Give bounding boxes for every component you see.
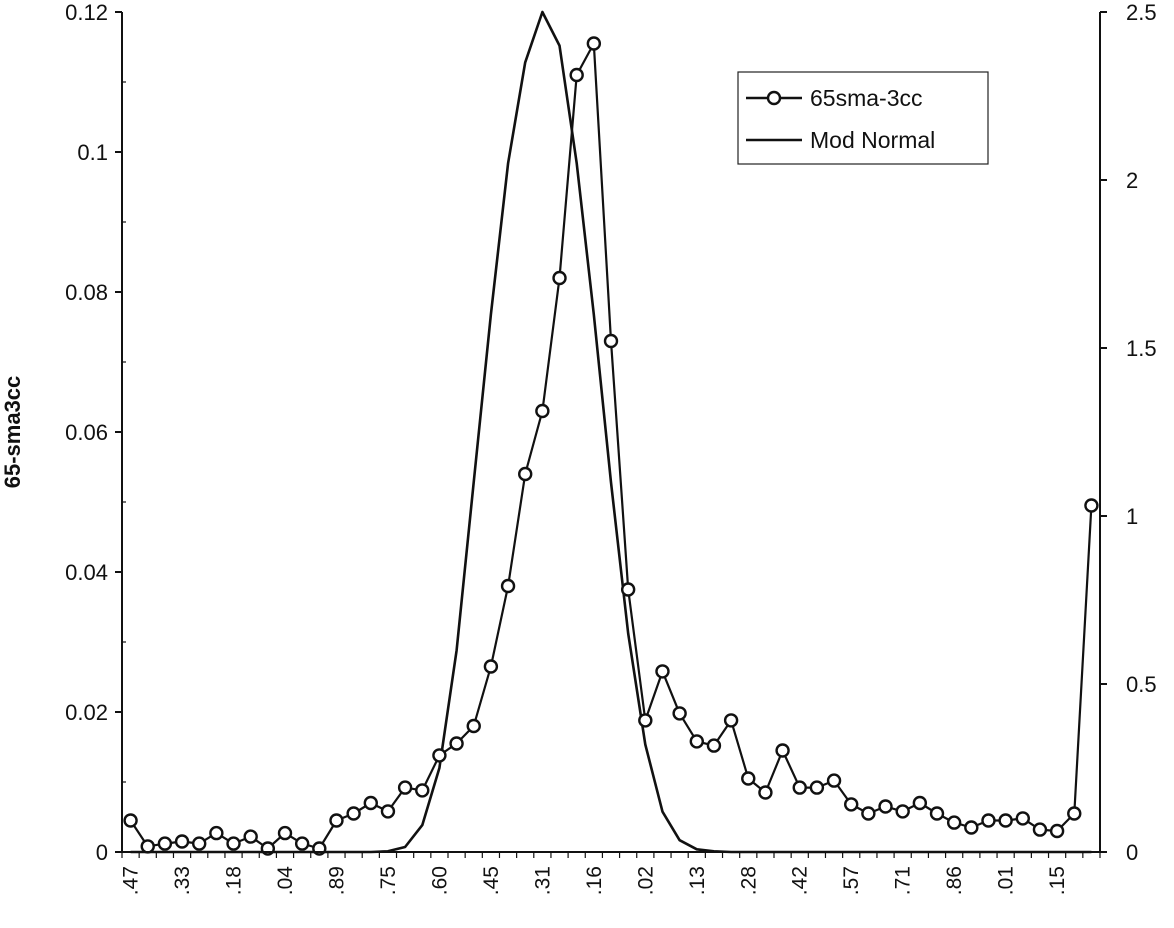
data-point-65sma-3cc [672,706,687,721]
x-tick-label: .31 [531,866,554,895]
x-tick-label: .42 [789,866,812,895]
x-tick-label: .13 [686,866,709,895]
x-tick-label: .16 [583,866,606,895]
data-point-65sma-3cc [946,815,962,830]
data-point-65sma-3cc [826,773,842,788]
x-tick-label: .04 [274,866,297,896]
left-y-tick-label: 0 [96,840,108,865]
left-y-tick-label: 0.1 [77,140,108,165]
right-y-tick-label: 1.5 [1126,336,1157,361]
data-point-65sma-3cc [620,582,636,597]
data-point-65sma-3cc [706,738,722,753]
data-point-65sma-3cc [123,813,138,828]
data-point-65sma-3cc [500,578,516,594]
legend-box [737,71,989,165]
data-point-65sma-3cc [192,836,207,851]
data-point-65sma-3cc [569,67,584,83]
right-y-tick-label: 0 [1126,840,1138,865]
data-point-65sma-3cc [552,270,567,286]
data-point-65sma-3cc [741,771,756,786]
data-point-65sma-3cc [174,834,190,849]
data-point-65sma-3cc [432,748,447,763]
right-y-tick-label: 2.5 [1126,0,1157,25]
data-point-65sma-3cc [415,783,430,798]
data-point-65sma-3cc [775,743,790,758]
x-tick-label: .71 [892,866,915,895]
left-y-axis: 0 0.02 0.04 0.06 0.08 0.1 0.12 [65,0,126,865]
data-point-65sma-3cc [603,333,619,349]
legend-marker-65sma-3cc [766,90,782,106]
data-point-65sma-3cc [483,659,499,674]
data-point-65sma-3cc [981,813,996,828]
data-point-65sma-3cc [964,820,979,835]
data-point-65sma-3cc [912,795,928,811]
right-y-axis: 0 0.5 1 1.5 2 2.5 [1099,0,1157,865]
x-tick-label: .15 [1046,866,1069,895]
left-y-tick-label: 0.12 [65,0,108,25]
data-point-65sma-3cc [449,736,464,751]
data-point-65sma-3cc [157,836,173,851]
data-point-65sma-3cc [380,804,396,819]
legend: 65sma-3cc Mod Normal [737,71,989,165]
data-point-65sma-3cc [809,780,825,795]
data-point-65sma-3cc [586,36,602,51]
x-tick-label: .89 [325,866,348,895]
data-point-65sma-3cc [518,466,533,482]
data-point-65sma-3cc [1032,822,1048,837]
data-point-65sma-3cc [878,799,893,814]
x-tick-label: .45 [480,866,503,895]
data-point-65sma-3cc [535,403,550,419]
left-y-tick-label: 0.06 [65,420,108,445]
x-tick-label: .28 [737,866,760,895]
left-y-tick-label: 0.02 [65,700,108,725]
x-tick-label: .33 [171,866,194,895]
data-point-65sma-3cc [1049,823,1065,839]
legend-label-mod-normal: Mod Normal [810,127,935,153]
data-point-65sma-3cc [140,839,155,854]
data-point-65sma-3cc [243,829,258,844]
data-point-65sma-3cc [226,836,241,851]
x-tick-label: .57 [840,866,863,895]
data-point-65sma-3cc [723,713,739,728]
data-point-65sma-3cc [346,806,361,821]
x-tick-label: .02 [634,866,657,895]
data-point-65sma-3cc [329,813,344,828]
y-axis-title: 65-sma3cc [0,376,25,489]
plot-area [123,10,1099,856]
x-tick-label: .01 [995,866,1018,895]
data-point-65sma-3cc [655,664,670,679]
data-point-65sma-3cc [1067,806,1082,821]
right-y-tick-label: 2 [1126,168,1138,193]
data-point-65sma-3cc [397,780,413,795]
x-tick-label: .47 [120,866,143,895]
left-y-tick-label: 0.08 [65,280,108,305]
data-point-65sma-3cc [294,836,310,851]
data-point-65sma-3cc [466,718,481,734]
data-point-65sma-3cc [895,804,910,819]
right-y-tick-label: 0.5 [1126,672,1157,697]
data-point-65sma-3cc [844,797,859,812]
data-point-65sma-3cc [1084,498,1099,513]
data-point-65sma-3cc [861,806,876,821]
data-point-65sma-3cc [363,795,378,811]
legend-label-65sma-3cc: 65sma-3cc [810,85,922,111]
right-y-tick-label: 1 [1126,504,1138,529]
data-point-65sma-3cc [998,813,1013,828]
data-point-65sma-3cc [277,825,293,841]
x-axis: .47 .33 .18 .04 .89 .75 .60 .45 .31 .16 .02 .13 .28.… [120,851,1101,896]
data-point-65sma-3cc [638,713,653,728]
data-point-65sma-3cc [929,806,945,821]
x-tick-label: .60 [428,866,451,895]
left-y-tick-label: 0.04 [65,560,108,585]
x-tick-label: .86 [943,866,966,895]
x-tick-label: .18 [223,866,246,895]
data-point-65sma-3cc [1015,811,1030,826]
data-point-65sma-3cc [758,785,773,800]
data-point-65sma-3cc [689,734,704,749]
data-point-65sma-3cc [792,780,807,795]
x-tick-label: .75 [377,866,400,895]
data-point-65sma-3cc [209,825,224,841]
